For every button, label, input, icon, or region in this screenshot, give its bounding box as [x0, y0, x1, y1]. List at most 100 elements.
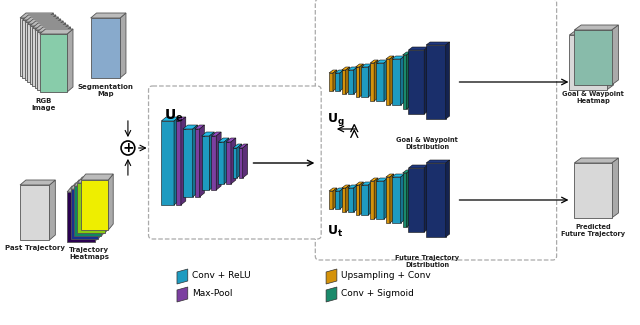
Text: Conv + Sigmoid: Conv + Sigmoid	[341, 290, 413, 298]
Polygon shape	[370, 178, 378, 181]
Polygon shape	[161, 117, 179, 121]
Polygon shape	[176, 121, 181, 205]
Polygon shape	[91, 13, 126, 18]
Polygon shape	[370, 60, 378, 63]
Polygon shape	[226, 142, 231, 184]
Polygon shape	[211, 136, 216, 190]
Polygon shape	[60, 23, 66, 86]
Polygon shape	[20, 185, 49, 240]
Polygon shape	[574, 163, 612, 218]
Polygon shape	[326, 287, 337, 302]
Polygon shape	[426, 45, 446, 119]
Polygon shape	[37, 27, 70, 32]
Polygon shape	[426, 160, 450, 163]
Polygon shape	[424, 47, 428, 114]
Polygon shape	[35, 30, 62, 88]
Polygon shape	[49, 180, 55, 240]
Polygon shape	[446, 42, 450, 119]
Text: $\mathbf{U_t}$: $\mathbf{U_t}$	[327, 224, 343, 239]
Polygon shape	[52, 17, 58, 80]
Polygon shape	[200, 125, 204, 197]
Polygon shape	[408, 165, 428, 168]
Text: Trajectory
Heatmaps: Trajectory Heatmaps	[69, 247, 109, 260]
Polygon shape	[376, 60, 388, 63]
Polygon shape	[50, 15, 56, 78]
Polygon shape	[374, 178, 378, 219]
Polygon shape	[329, 70, 337, 73]
Polygon shape	[218, 138, 229, 142]
Polygon shape	[392, 177, 401, 223]
Polygon shape	[22, 15, 56, 20]
Polygon shape	[77, 183, 105, 233]
Polygon shape	[91, 18, 120, 78]
Polygon shape	[120, 13, 126, 78]
Polygon shape	[342, 70, 346, 94]
Polygon shape	[183, 125, 198, 129]
Polygon shape	[612, 158, 618, 218]
Polygon shape	[370, 181, 374, 219]
Polygon shape	[55, 19, 61, 82]
Polygon shape	[362, 64, 372, 67]
Polygon shape	[446, 160, 450, 237]
Polygon shape	[218, 142, 224, 184]
Text: Goal & Waypoint
Heatmap: Goal & Waypoint Heatmap	[562, 91, 624, 104]
Polygon shape	[95, 186, 99, 242]
Polygon shape	[329, 191, 333, 209]
Polygon shape	[233, 148, 237, 178]
Polygon shape	[384, 178, 388, 219]
Polygon shape	[40, 34, 67, 92]
Text: Future Trajectory
Distribution: Future Trajectory Distribution	[395, 255, 459, 268]
Polygon shape	[202, 132, 214, 136]
Polygon shape	[362, 67, 368, 97]
Polygon shape	[392, 59, 401, 105]
Polygon shape	[342, 188, 346, 212]
Polygon shape	[105, 177, 110, 233]
Polygon shape	[390, 56, 394, 105]
Polygon shape	[62, 25, 68, 88]
Polygon shape	[570, 35, 607, 90]
Polygon shape	[386, 56, 394, 59]
Polygon shape	[177, 269, 188, 284]
Polygon shape	[20, 18, 47, 76]
Text: Segmentation
Map: Segmentation Map	[77, 84, 133, 97]
Polygon shape	[181, 117, 186, 205]
Polygon shape	[333, 188, 337, 209]
Polygon shape	[403, 52, 410, 55]
Polygon shape	[98, 183, 103, 239]
Polygon shape	[231, 138, 236, 184]
Polygon shape	[177, 287, 188, 302]
Polygon shape	[74, 186, 102, 236]
Polygon shape	[348, 67, 358, 70]
Polygon shape	[28, 24, 55, 82]
Polygon shape	[607, 30, 614, 90]
Text: $\mathbf{U_e}$: $\mathbf{U_e}$	[164, 108, 184, 124]
Polygon shape	[25, 17, 58, 22]
Polygon shape	[408, 47, 428, 50]
Polygon shape	[346, 185, 349, 212]
Text: +: +	[122, 141, 134, 155]
Polygon shape	[226, 138, 236, 142]
Polygon shape	[239, 144, 248, 148]
Polygon shape	[401, 174, 404, 223]
Polygon shape	[233, 144, 242, 148]
Polygon shape	[403, 170, 410, 173]
Polygon shape	[37, 32, 65, 90]
FancyBboxPatch shape	[316, 0, 557, 260]
Polygon shape	[376, 181, 384, 219]
Polygon shape	[362, 182, 372, 185]
Polygon shape	[386, 174, 394, 177]
Polygon shape	[360, 64, 364, 97]
Text: Conv + ReLU: Conv + ReLU	[192, 271, 250, 280]
Polygon shape	[574, 30, 612, 85]
Polygon shape	[355, 182, 364, 185]
Polygon shape	[195, 125, 204, 129]
Polygon shape	[67, 29, 73, 92]
Polygon shape	[326, 269, 337, 284]
Polygon shape	[81, 174, 113, 180]
Polygon shape	[176, 117, 186, 121]
Polygon shape	[67, 192, 95, 242]
Polygon shape	[209, 132, 214, 190]
Polygon shape	[202, 136, 209, 190]
Polygon shape	[74, 180, 106, 186]
Polygon shape	[353, 67, 358, 94]
